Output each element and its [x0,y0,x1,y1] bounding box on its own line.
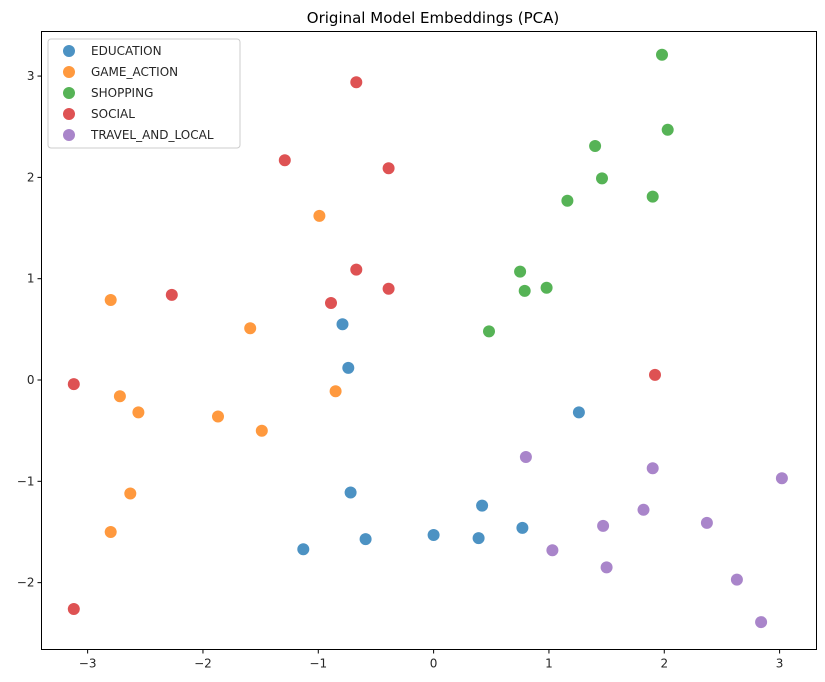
points-layer [67,48,788,629]
data-point [212,410,224,423]
legend-label: TRAVEL_AND_LOCAL [90,128,214,142]
data-point [350,263,363,276]
legend: EDUCATION GAME_ACTION SHOPPING SOCIAL TRAVEL… [47,38,241,149]
data-point [67,378,80,391]
plot-frame [41,31,817,650]
data-point [596,172,608,185]
y-tick-label: −2 [17,576,35,590]
data-point [637,503,650,516]
data-point [572,406,585,419]
x-axis: −3 −2 −1 0 1 2 3 [79,649,784,671]
data-point [700,516,713,529]
data-point [336,318,349,331]
series-social [67,76,661,615]
legend-marker [63,45,75,57]
data-point [165,288,178,301]
data-point [325,297,337,309]
data-point [775,472,788,485]
legend-marker [63,66,75,78]
series-travel-and-local [519,451,788,629]
data-point [113,390,126,403]
data-point [730,573,743,586]
chart-title: Original Model Embeddings (PCA) [307,9,559,27]
y-tick-label: −1 [17,474,35,488]
data-point [646,462,659,475]
x-tick-label: 3 [776,657,784,671]
data-point [476,499,489,512]
y-tick-label: 1 [27,272,35,286]
data-point [600,561,613,574]
data-point [518,284,531,297]
data-point [297,543,310,556]
data-point [244,322,257,335]
data-point [755,616,768,629]
data-point [329,385,342,398]
data-point [597,519,610,532]
data-point [656,48,668,61]
data-point [649,368,661,381]
x-tick-label: 0 [430,657,438,671]
data-point [350,76,363,89]
data-point [342,361,355,374]
series-education [297,318,585,556]
x-tick-label: 1 [545,657,553,671]
data-point [427,529,440,541]
data-point [104,526,117,538]
data-point [255,424,268,437]
data-point [382,162,395,175]
data-point [313,209,326,222]
data-point [278,154,291,167]
data-point [344,486,357,499]
data-point [124,487,137,500]
data-point [67,603,80,615]
x-tick-label: −3 [79,657,97,671]
y-tick-label: 2 [27,170,35,184]
data-point [483,325,495,338]
data-point [546,544,559,557]
data-point [516,521,529,534]
data-point [382,282,395,295]
data-point [472,532,485,545]
y-tick-label: 0 [27,373,35,387]
legend-box [47,38,241,149]
data-point [104,294,117,306]
legend-marker [63,129,75,141]
data-point [661,123,674,136]
series-game-action [104,209,342,538]
legend-label: SOCIAL [91,107,135,121]
data-point [519,451,532,463]
legend-label: GAME_ACTION [91,65,178,79]
data-point [540,281,553,294]
data-point [589,140,602,152]
x-tick-label: −1 [309,657,327,671]
legend-label: SHOPPING [91,86,153,100]
x-tick-label: −2 [194,657,212,671]
legend-marker [63,108,75,120]
legend-label: EDUCATION [91,44,162,58]
x-tick-label: 2 [660,657,668,671]
data-point [359,533,372,546]
y-tick-label: 3 [27,69,35,83]
data-point [561,194,574,207]
data-point [132,406,145,419]
data-point [514,265,527,278]
legend-marker [63,87,75,99]
y-axis: −2 −1 0 1 2 3 [17,69,42,590]
data-point [646,190,659,203]
series-shopping [483,48,674,338]
